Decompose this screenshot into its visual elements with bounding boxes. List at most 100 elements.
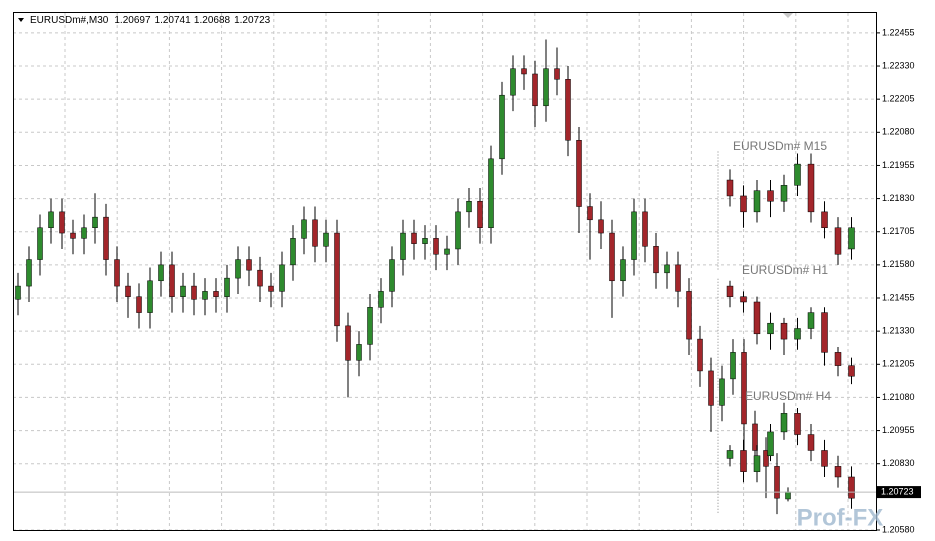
candle-body [598,219,604,234]
candle-body [834,352,842,366]
candle-body [246,259,252,271]
candle-body [740,296,747,303]
candle-body [753,301,761,335]
candle-body [730,352,736,380]
candle-body [807,312,815,329]
candle-body [794,328,801,340]
y-tick-label: 1.21830 [882,193,915,203]
y-tick-label: 1.21455 [882,292,915,302]
candle-body [740,450,747,472]
candle-body [26,259,32,287]
candle-body [543,68,549,107]
y-tick-label: 1.21705 [882,226,915,236]
watermark: Prof-FX [797,504,884,531]
candle-body [752,423,758,451]
candle-body [290,238,296,266]
candle-body [81,227,87,239]
candle-body [389,259,395,292]
candle-body [367,307,373,345]
candle-body [92,216,98,229]
symbol-menu-arrow[interactable] [18,18,24,22]
candle-body [433,238,439,255]
candle-body [767,322,774,335]
candle-body [15,285,21,300]
candle-body [532,73,538,107]
symbol: EURUSDm#,M30 [30,15,109,26]
candle-body [477,200,483,229]
candle-body [48,211,54,229]
candle-body [753,190,761,213]
overlay-chart: EURUSDm# H1 [717,263,855,391]
candle-body [794,163,801,186]
candle-body [807,434,815,451]
candle-body [848,227,855,250]
candle-body [180,285,186,297]
candle-body [780,322,788,340]
candle-body [576,140,582,207]
candle-body [521,68,527,75]
candle-body [147,280,153,313]
candle-body [136,296,142,313]
candle-body [125,285,131,297]
y-tick-label: 1.21205 [882,359,915,369]
y-tick-label: 1.22330 [882,60,915,70]
candle-body [213,291,219,297]
y-tick-label: 1.22205 [882,94,915,104]
candle-body [794,413,801,435]
candles: EURUSDm# M15 EURUSDm# H1 EURUSDm# H4 [13,39,876,515]
price-tag-label: 1.20723 [881,486,914,496]
candle-body [235,259,241,279]
candle-body [114,259,120,287]
candle-body [554,68,560,80]
candle-body [726,179,734,197]
candle-body [422,238,428,244]
candle-body [848,476,855,499]
candle-body [620,259,626,282]
candle-body [609,232,615,282]
candle-body [753,455,761,472]
candle-body [455,211,461,250]
candle-body [323,232,329,247]
candle-body [191,285,197,300]
candle-body [821,312,828,353]
candle-body [780,413,788,433]
candle-body [719,378,725,406]
candle-body [587,206,593,221]
candle-body [697,338,703,372]
candle-body [169,264,175,297]
candle-body [411,232,417,244]
candle-body [763,450,769,467]
grid [13,13,876,531]
candle-body [834,227,842,255]
y-tick-label: 1.20830 [882,458,915,468]
candle-body [312,219,318,247]
candle-body [642,211,648,247]
candle-body [345,325,351,361]
overlay-label: EURUSDm# H4 [745,389,831,403]
candle-body [378,291,384,308]
candle-body [279,264,285,292]
candle-body [726,285,734,297]
candle-body [807,163,815,213]
y-tick-label: 1.22080 [882,127,915,137]
plot-border [13,12,877,531]
candle-body [202,291,208,300]
y-tick-label: 1.21080 [882,392,915,402]
overlay-label: EURUSDm# M15 [733,139,827,153]
candle-body [767,431,774,457]
candle-body [821,450,828,467]
candle-body [686,291,692,340]
candle-body [675,264,681,292]
y-tick-label: 1.21330 [882,326,915,336]
candle-body [301,219,307,239]
candle-body [466,200,472,213]
close-value: 1.20723 [234,15,271,26]
candle-body [708,370,714,406]
chart-header: EURUSDm#,M30 1.20697 1.20741 1.20688 1.20723 [30,15,271,26]
candle-body [631,211,637,260]
overlay-chart: EURUSDm# H4 [717,389,855,515]
low-value: 1.20688 [194,15,231,26]
candle-body [334,232,340,327]
